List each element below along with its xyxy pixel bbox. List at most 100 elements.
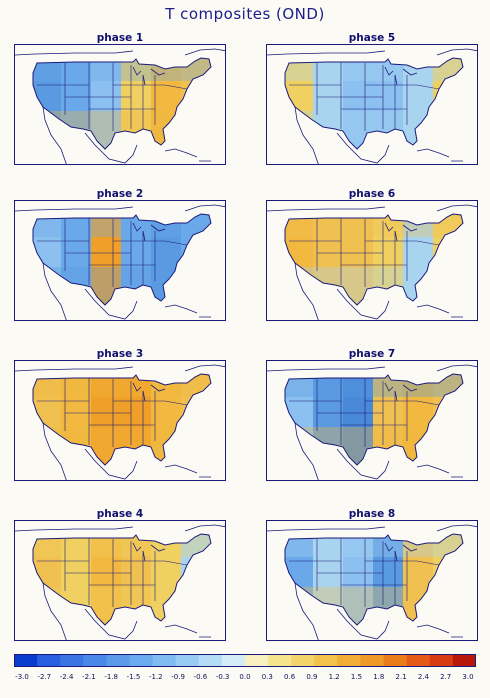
us-outline [284,373,464,466]
colorbar-swatch [406,654,431,667]
panel-label-3: phase 3 [96,348,144,360]
anomaly-region [403,534,434,625]
colorbar [14,654,476,667]
caribbean-islands [416,148,463,162]
caribbean-islands [164,464,211,478]
mexico-coastline [294,582,390,640]
canada-coastline [267,524,477,532]
panel-label-6: phase 6 [348,188,396,200]
great-lakes [384,222,418,242]
colorbar-tick-label: -3.0 [15,673,29,681]
colorbar-tick-label: -1.2 [148,673,163,681]
map-panel-8 [266,520,478,641]
colorbar-swatch [83,654,107,667]
colorbar-tick-label: 1.8 [373,673,385,681]
anomaly-region [285,267,463,305]
caribbean-islands [164,148,211,162]
map-panel-3 [14,360,226,481]
anomaly-region [403,214,434,305]
colorbar-swatch [314,654,338,667]
colorbar-swatch [152,654,177,667]
anomaly-region [285,427,463,465]
panel-label-5: phase 5 [348,32,396,44]
canada-coastline [15,524,225,532]
us-outline [284,213,464,306]
map-panel-7 [266,360,478,481]
canada-coastline [15,364,225,372]
great-lakes [384,382,418,402]
state-boundaries [289,218,440,287]
colorbar-swatch [291,654,315,667]
canada-coastline [267,204,477,212]
mexico-coastline [294,106,390,164]
us-outline [32,57,212,150]
state-boundaries [289,62,440,131]
us-outline [32,373,212,466]
anomaly-region [285,587,463,625]
panel-label-7: phase 7 [348,348,396,360]
mexico-coastline [42,422,138,480]
great-lakes [132,382,166,402]
canada-coastline [15,48,225,56]
state-boundaries [37,378,188,447]
colorbar-outline [14,654,476,667]
colorbar-tick-label: 3.0 [462,673,474,681]
colorbar-tick-label: -1.5 [126,673,141,681]
anomaly-region [151,214,182,305]
anomaly-region [33,111,211,149]
anomaly-region [403,58,434,149]
caribbean-islands [416,304,463,318]
colorbar-tick-label: 2.7 [440,673,452,681]
colorbar-swatch [245,654,269,667]
panel-label-8: phase 8 [348,508,396,520]
colorbar-tick-label: 1.5 [350,673,363,681]
colorbar-tick-label: 0.9 [306,673,318,681]
colorbar-swatch [37,654,61,667]
great-lakes [132,66,166,86]
state-boundaries [289,538,440,607]
figure-title: T composites (OND) [165,5,325,23]
colorbar-swatch [106,654,130,667]
map-panel-5 [266,44,478,165]
anomaly-region [33,267,211,305]
map-panel-6 [266,200,478,321]
us-outline [32,533,212,626]
colorbar-swatch [60,654,84,667]
colorbar-tick-label: -0.9 [171,673,185,681]
colorbar-swatch [360,654,385,667]
colorbar-tick-label: -2.1 [82,673,96,681]
anomaly-region [151,534,182,625]
colorbar-tick-label: 1.2 [328,673,340,681]
colorbar-tick-label: -2.4 [59,673,74,681]
colorbar-tick-label: -0.6 [193,673,208,681]
anomaly-region [151,374,182,465]
colorbar-swatch [129,654,154,667]
state-boundaries [37,538,188,607]
colorbar-tick-label: 0.3 [261,673,273,681]
colorbar-tick-label: -2.7 [37,673,52,681]
colorbar-swatch [337,654,361,667]
colorbar-tick-label: 2.1 [395,673,407,681]
colorbar-tick-label: -1.8 [104,673,119,681]
colorbar-swatch [221,654,246,667]
canada-coastline [267,48,477,56]
caribbean-islands [416,464,463,478]
map-panel-1 [14,44,226,165]
mexico-coastline [42,106,138,164]
colorbar-swatch [429,654,454,667]
colorbar-swatch [452,654,476,667]
canada-coastline [267,364,477,372]
anomaly-region [403,374,434,465]
mexico-coastline [42,262,138,320]
canada-coastline [15,204,225,212]
great-lakes [132,542,166,562]
mexico-coastline [294,262,390,320]
caribbean-islands [164,304,211,318]
great-lakes [132,222,166,242]
colorbar-swatch [175,654,200,667]
great-lakes [384,542,418,562]
state-boundaries [37,218,188,287]
colorbar-swatch [14,654,38,667]
great-lakes [384,66,418,86]
map-panel-4 [14,520,226,641]
